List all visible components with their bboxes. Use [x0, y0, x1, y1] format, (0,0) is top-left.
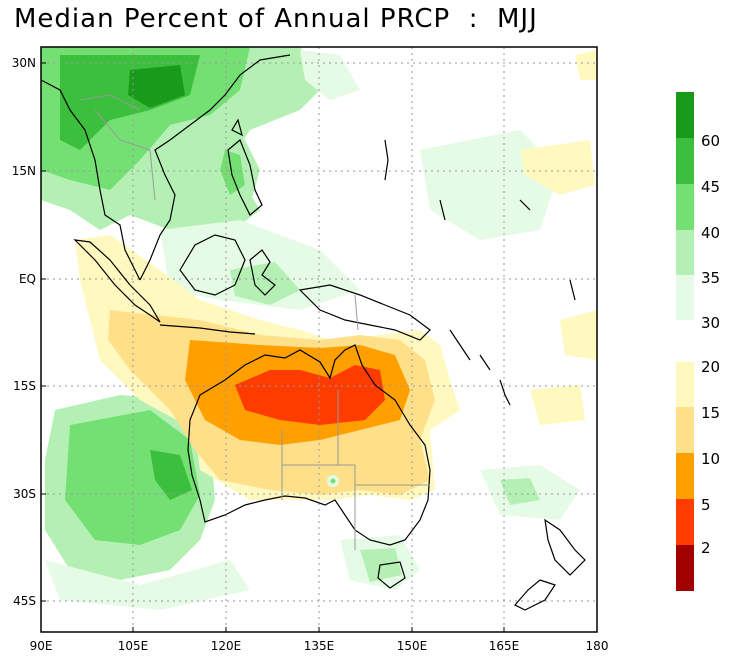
- lon-label: 90E: [30, 639, 53, 653]
- colorbar-label: 35: [701, 269, 720, 287]
- colorbar-swatch: [676, 545, 694, 591]
- coastlines: [40, 54, 586, 611]
- country-borders: [79, 94, 430, 550]
- colorbar-label: 20: [701, 358, 720, 376]
- colorbar-swatch: [676, 407, 694, 453]
- colorbar-dry: 20 15 10 5 2: [676, 358, 720, 591]
- colorbar-label: 2: [701, 539, 711, 557]
- colorbar-label: 15: [701, 404, 720, 422]
- lat-label: 15S: [13, 379, 36, 393]
- lon-label: 105E: [118, 639, 149, 653]
- lon-label: 120E: [211, 639, 242, 653]
- lon-label: 135E: [304, 639, 335, 653]
- lat-label: 15N: [12, 164, 36, 178]
- chart-title: Median Percent of Annual PRCP : MJJ: [14, 4, 538, 34]
- lat-label: 30S: [13, 487, 36, 501]
- colorbar-label: 10: [701, 450, 720, 468]
- lat-label: EQ: [19, 272, 36, 286]
- colorbar-swatch: [676, 499, 694, 545]
- axis-ticks: [40, 62, 598, 632]
- lon-labels: 90E 105E 120E 135E 150E 165E 180: [30, 639, 609, 653]
- colorbar-label: 40: [701, 224, 720, 242]
- colorbar-wet: 60 45 40 35 30: [676, 92, 720, 332]
- lon-label: 180: [586, 639, 609, 653]
- wet-regions: [41, 47, 580, 610]
- colorbar-swatch: [676, 275, 694, 320]
- colorbar-label: 30: [701, 314, 720, 332]
- colorbar-swatch: [676, 453, 694, 499]
- colorbar-swatch: [676, 92, 694, 138]
- colorbar-label: 45: [701, 178, 720, 196]
- colorbar-swatch: [676, 184, 694, 230]
- colorbar-label: 5: [701, 496, 711, 514]
- lat-labels: 30N 15N EQ 15S 30S 45S: [12, 56, 36, 608]
- lat-label: 30N: [12, 56, 36, 70]
- colorbar-swatch: [676, 230, 694, 275]
- colorbar-swatch: [676, 138, 694, 184]
- lat-label: 45S: [13, 594, 36, 608]
- lon-label: 165E: [489, 639, 520, 653]
- colorbar-label: 60: [701, 132, 720, 150]
- lon-label: 150E: [397, 639, 428, 653]
- colorbar-swatch: [676, 362, 694, 407]
- dry-regions: [75, 50, 597, 500]
